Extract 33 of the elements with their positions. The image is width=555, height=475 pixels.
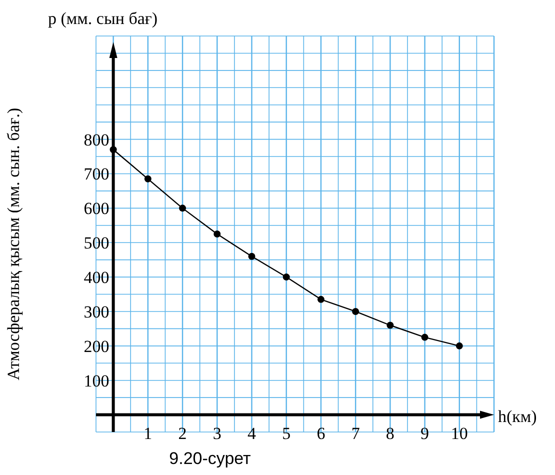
x-tick-label: 6: [316, 424, 326, 443]
text: 9.20-сурет: [169, 448, 252, 468]
x-tick-label: 9: [420, 424, 430, 443]
y-tick-label: 800: [84, 130, 110, 150]
point: [317, 296, 324, 303]
y-tick-label: 400: [84, 268, 110, 288]
point: [144, 175, 152, 182]
y-tick-label: 200: [84, 336, 110, 356]
point: [110, 146, 117, 154]
y-tick-label: 600: [84, 199, 110, 218]
x-tick-label: 2: [178, 424, 187, 443]
point: [282, 274, 290, 281]
y-tick-label: 700: [84, 164, 110, 184]
point: [352, 308, 360, 315]
y-tick-label: 300: [84, 302, 110, 322]
point: [214, 230, 221, 238]
point: [386, 322, 394, 329]
y-tick-label: 100: [84, 371, 110, 390]
y-axis-title: Атмосфералық қысым (мм. сын. бағ.): [4, 108, 23, 380]
x-tick-label: 4: [247, 424, 256, 443]
point: [179, 204, 186, 212]
x-tick-label: 8: [386, 424, 394, 443]
x-tick-label: 1: [144, 424, 152, 443]
x-tick-label: 7: [351, 424, 360, 443]
point: [456, 342, 463, 350]
x-tick-label: 5: [282, 424, 291, 443]
x-tick-label: 3: [212, 424, 222, 443]
point: [421, 334, 428, 341]
point: [248, 252, 256, 260]
x-tick-label: 10: [450, 424, 468, 443]
chart-title: p (мм. сын бағ): [48, 9, 158, 28]
x-axis-title: h(км): [498, 406, 537, 426]
y-tick-label: 500: [84, 234, 110, 253]
